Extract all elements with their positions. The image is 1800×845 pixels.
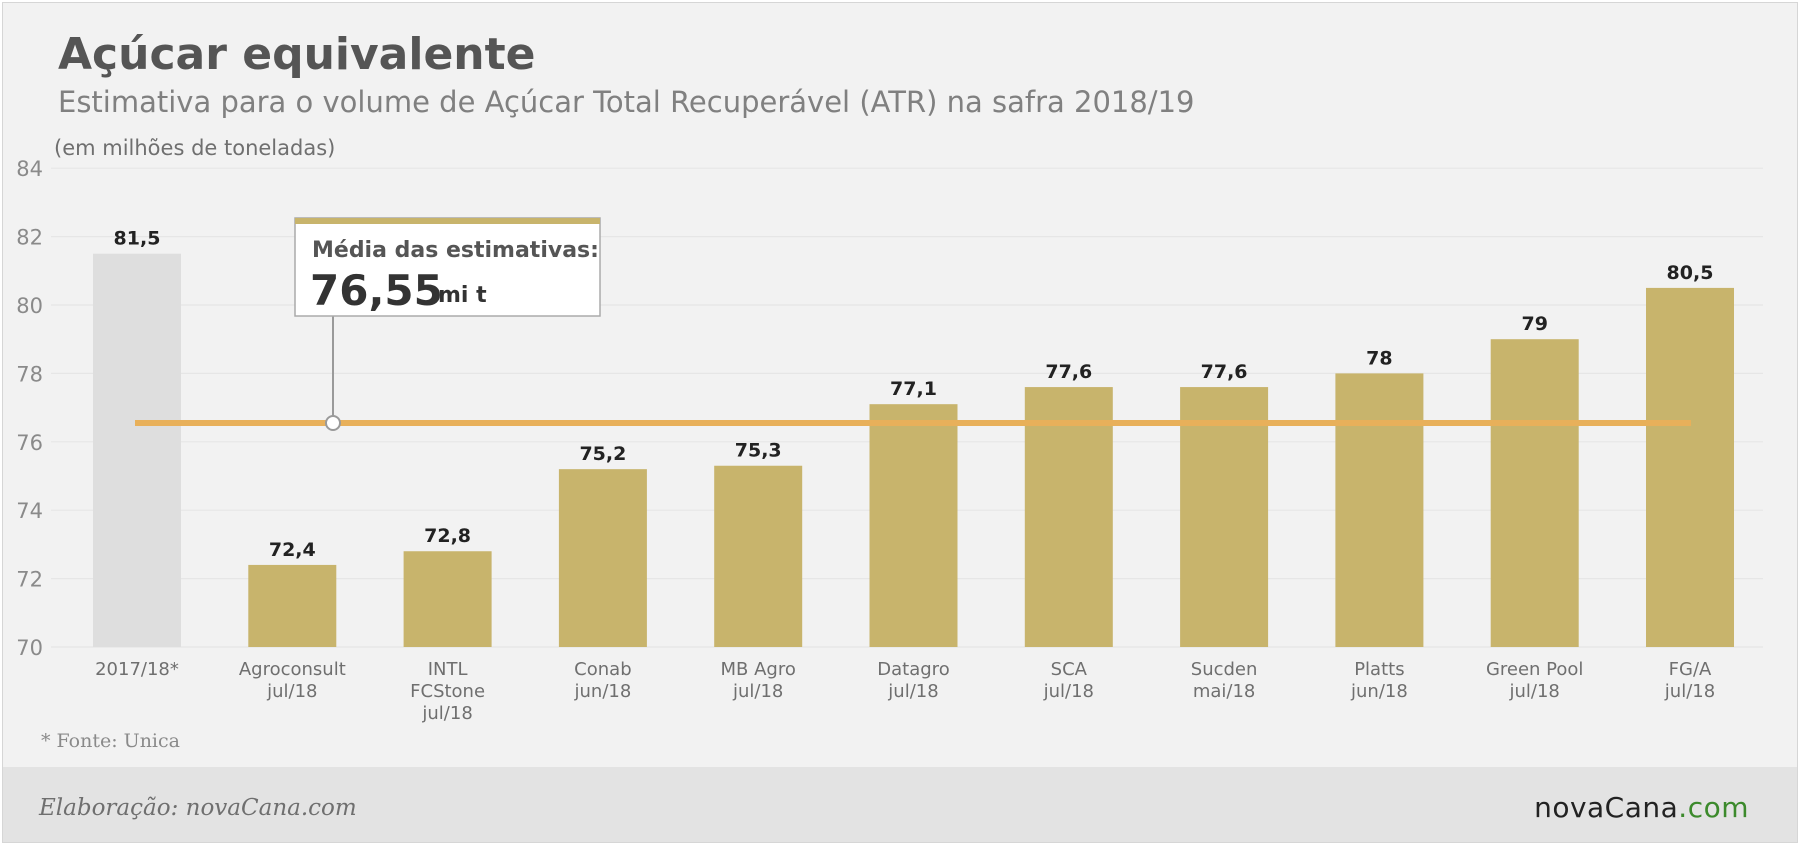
- bar-value-label: 77,6: [1045, 361, 1092, 383]
- bar: [714, 465, 803, 647]
- novacana-logo: novaCana.com: [1534, 791, 1749, 824]
- average-marker: [325, 414, 341, 431]
- bar: [1646, 287, 1734, 647]
- bar-value-label: 75,2: [579, 443, 626, 465]
- bar: [248, 564, 337, 647]
- x-tick-label: Agroconsult jul/18: [239, 659, 346, 702]
- logo-main: novaCana: [1534, 791, 1679, 824]
- bar: [558, 469, 647, 647]
- footer-bar: Elaboração: novaCana.com novaCana.com: [3, 767, 1797, 842]
- average-value: 76,55: [310, 266, 443, 315]
- x-tick-label-line: jul/18: [1664, 681, 1715, 702]
- source-note: * Fonte: Unica: [41, 730, 180, 752]
- x-tick-label-line: FG/A: [1669, 659, 1712, 680]
- x-tick-label-line: jul/18: [266, 681, 317, 702]
- x-tick-label: Platts jun/18: [1350, 659, 1408, 702]
- bar: [1180, 387, 1269, 647]
- x-tick-label-line: Conab: [574, 659, 631, 680]
- average-label: Média das estimativas:: [312, 238, 599, 263]
- bar: [1335, 373, 1424, 647]
- bar-value-label: 72,4: [269, 539, 316, 561]
- y-tick-label: 82: [16, 226, 43, 250]
- bar: [93, 253, 181, 647]
- x-tick-label-line: Agroconsult: [239, 659, 346, 680]
- bar-chart: 70 72 74 76 78 80 82 84 81,5 2017/18* 72,4 Agrocons…: [16, 157, 1763, 724]
- chart-subtitle: Estimativa para o volume de Açúcar Total…: [58, 85, 1195, 119]
- bar-value-label: 81,5: [114, 228, 161, 250]
- x-tick-label: Green Pool jul/18: [1486, 659, 1583, 702]
- y-tick-label: 84: [16, 157, 43, 181]
- callout-accent: [295, 218, 600, 224]
- x-tick-label-line: INTL: [428, 659, 468, 680]
- bar-value-label: 77,6: [1201, 361, 1248, 383]
- logo-suffix: .com: [1678, 791, 1749, 824]
- bar-value-label: 80,5: [1667, 262, 1714, 284]
- x-tick-label: MB Agro jul/18: [721, 659, 796, 702]
- x-tick-label-line: SCA: [1051, 659, 1088, 680]
- x-tick-label-line: Platts: [1354, 659, 1404, 680]
- y-tick-label: 78: [16, 362, 43, 386]
- x-tick-label-line: jul/18: [1509, 681, 1560, 702]
- bar-value-label: 78: [1366, 347, 1392, 369]
- x-tick-label-line: 2017/18*: [95, 659, 179, 680]
- x-tick-label: FG/A jul/18: [1664, 659, 1715, 702]
- x-tick-label-line: Datagro: [877, 659, 949, 680]
- credit-text: Elaboração: novaCana.com: [39, 795, 357, 821]
- bar-value-label: 77,1: [890, 378, 937, 400]
- bar-value-label: 79: [1521, 313, 1547, 335]
- x-tick-label: Datagro jul/18: [877, 659, 949, 702]
- bar: [1024, 387, 1113, 647]
- x-tick-label-line: Green Pool: [1486, 659, 1583, 680]
- x-tick-label: SCA jul/18: [1043, 659, 1094, 702]
- x-tick-label-line: jul/18: [887, 681, 938, 702]
- unit-note: (em milhões de toneladas): [54, 136, 336, 160]
- x-tick-label-line: jun/18: [1350, 681, 1408, 702]
- x-tick-label: 2017/18*: [95, 659, 179, 680]
- y-tick-label: 74: [16, 499, 43, 523]
- x-tick-label: Conab jun/18: [574, 659, 632, 702]
- average-unit: mi t: [438, 283, 487, 308]
- x-tick-label-line: jun/18: [574, 681, 632, 702]
- x-tick-label: INTL FCStone jul/18: [410, 659, 485, 724]
- y-tick-label: 72: [16, 568, 43, 592]
- y-tick-label: 70: [16, 636, 43, 660]
- x-tick-label-line: MB Agro: [721, 659, 796, 680]
- x-tick-label: Sucden mai/18: [1191, 659, 1258, 702]
- bar: [869, 404, 958, 647]
- x-tick-label-line: FCStone: [410, 681, 485, 702]
- y-tick-label: 80: [16, 294, 43, 318]
- bar-value-label: 72,8: [424, 525, 471, 547]
- y-tick-label: 76: [16, 431, 43, 455]
- x-tick-label-line: jul/18: [421, 703, 472, 724]
- bar: [403, 551, 492, 647]
- x-tick-label-line: jul/18: [732, 681, 783, 702]
- x-tick-label-line: jul/18: [1043, 681, 1094, 702]
- x-tick-label-line: Sucden: [1191, 659, 1258, 680]
- x-tick-label-line: mai/18: [1193, 681, 1256, 702]
- bar-value-label: 75,3: [735, 440, 782, 462]
- bar: [1490, 339, 1579, 647]
- chart-title: Açúcar equivalente: [58, 29, 536, 80]
